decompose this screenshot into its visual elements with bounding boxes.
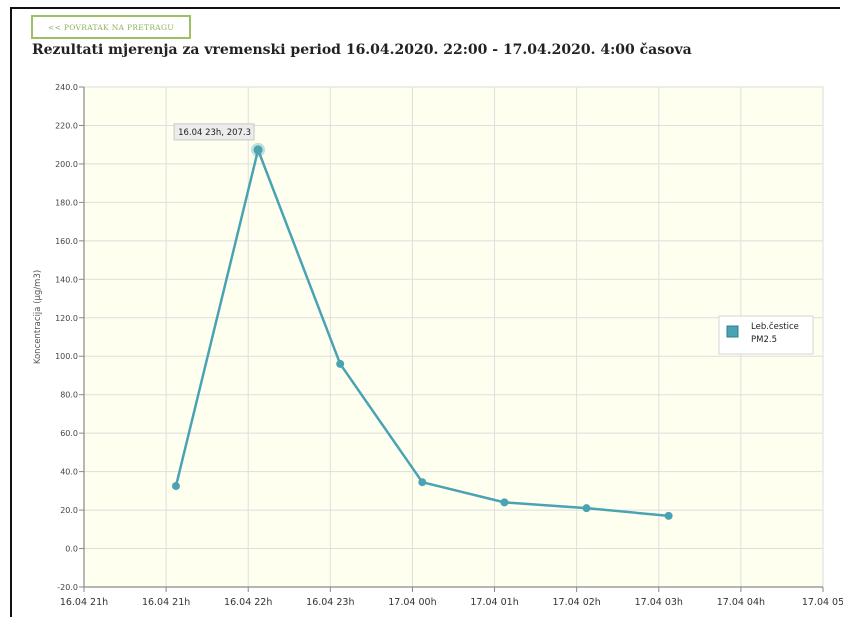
page-title: Rezultati mjerenja za vremenski period 1… <box>32 42 692 58</box>
y-tick-label: 40.0 <box>60 468 78 477</box>
legend: Leb.čestice PM2.5 <box>718 315 814 355</box>
data-point <box>171 482 180 491</box>
x-tick-label: 16.04 23h <box>306 597 354 608</box>
data-point <box>253 145 263 155</box>
data-point <box>418 478 427 487</box>
series-group <box>171 142 673 520</box>
data-point <box>500 498 509 507</box>
x-tick-label: 16.04 22h <box>224 597 272 608</box>
x-tick-label: 17.04 04h <box>717 597 765 608</box>
y-tick-label: -20.0 <box>57 583 78 592</box>
tooltip: 16.04 23h, 207.3 <box>173 123 255 141</box>
x-tick-label: 17.04 02h <box>553 597 601 608</box>
data-point <box>336 359 345 368</box>
y-tick-label: 60.0 <box>60 429 78 438</box>
y-tick-label: 20.0 <box>60 506 78 515</box>
y-tick-label: 140.0 <box>55 275 78 284</box>
y-tick-label: 240.0 <box>55 83 78 92</box>
y-tick-label: 100.0 <box>55 352 78 361</box>
x-tick-label: 16.04 21h <box>142 597 190 608</box>
y-tick-label: 220.0 <box>55 121 78 130</box>
back-to-search-button[interactable]: << POVRATAK NA PRETRAGU <box>31 15 191 39</box>
data-point <box>582 504 591 513</box>
x-tick-label: 17.04 01h <box>470 597 518 608</box>
y-tick-label: 200.0 <box>55 160 78 169</box>
legend-label: Leb.čestice <box>751 321 799 332</box>
plot-area <box>83 86 824 588</box>
x-tick-label: 16.04 21h <box>60 597 108 608</box>
x-axis-ticks: 16.04 21h 16.04 21h 16.04 22h 16.04 23h 17.0… <box>60 587 843 608</box>
y-tick-label: 120.0 <box>55 314 78 323</box>
x-tick-label: 17.04 03h <box>635 597 683 608</box>
x-tick-label: 17.04 00h <box>388 597 436 608</box>
x-tick-label: 17.04 05 <box>802 597 843 608</box>
y-axis-ticks: -20.0 0.0 20.0 40.0 60.0 80.0 100.0 120.0 140.0 1… <box>55 83 84 592</box>
y-tick-label: 160.0 <box>55 237 78 246</box>
content-frame <box>10 7 840 617</box>
legend-swatch <box>726 325 739 338</box>
y-tick-label: 180.0 <box>55 198 78 207</box>
y-tick-label: 80.0 <box>60 391 78 400</box>
tooltip-text: 16.04 23h, 207.3 <box>178 128 251 138</box>
data-point <box>664 511 673 520</box>
y-tick-label: 0.0 <box>65 545 78 554</box>
y-axis-label: Koncentracija (µg/m3) <box>33 270 43 364</box>
tooltip-box <box>173 123 255 141</box>
legend-label: PM2.5 <box>751 335 777 345</box>
